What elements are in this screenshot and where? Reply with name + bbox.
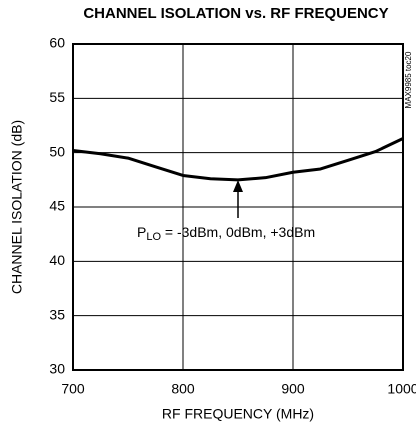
x-tick-label: 800 (171, 381, 195, 397)
y-tick-label: 30 (49, 361, 65, 377)
arrow-head (233, 180, 243, 192)
y-tick-label: 55 (49, 89, 65, 105)
x-tick-label: 700 (61, 381, 85, 397)
y-tick-label: 50 (49, 143, 65, 159)
data-line (72, 137, 404, 182)
x-axis-label: RF FREQUENCY (MHz) (162, 406, 314, 422)
chart-title: CHANNEL ISOLATION vs. RF FREQUENCY (83, 5, 388, 22)
y-tick-label: 60 (49, 35, 65, 51)
y-tick-label: 35 (49, 306, 65, 322)
plot-frame (72, 43, 404, 371)
y-tick-label: 40 (49, 252, 65, 268)
annotation-part: P (137, 224, 146, 240)
figure-id: MAX9985 toc20 (404, 51, 413, 108)
x-tick-label: 900 (281, 381, 305, 397)
y-tick-label: 45 (49, 198, 65, 214)
annotation: PLO = -3dBm, 0dBm, +3dBm (137, 224, 315, 243)
y-axis-label: CHANNEL ISOLATION (dB) (9, 120, 25, 294)
annotation-part: = -3dBm, 0dBm, +3dBm (161, 224, 315, 240)
annotation-sub: LO (146, 231, 161, 243)
x-tick-label: 1000 (387, 381, 416, 397)
